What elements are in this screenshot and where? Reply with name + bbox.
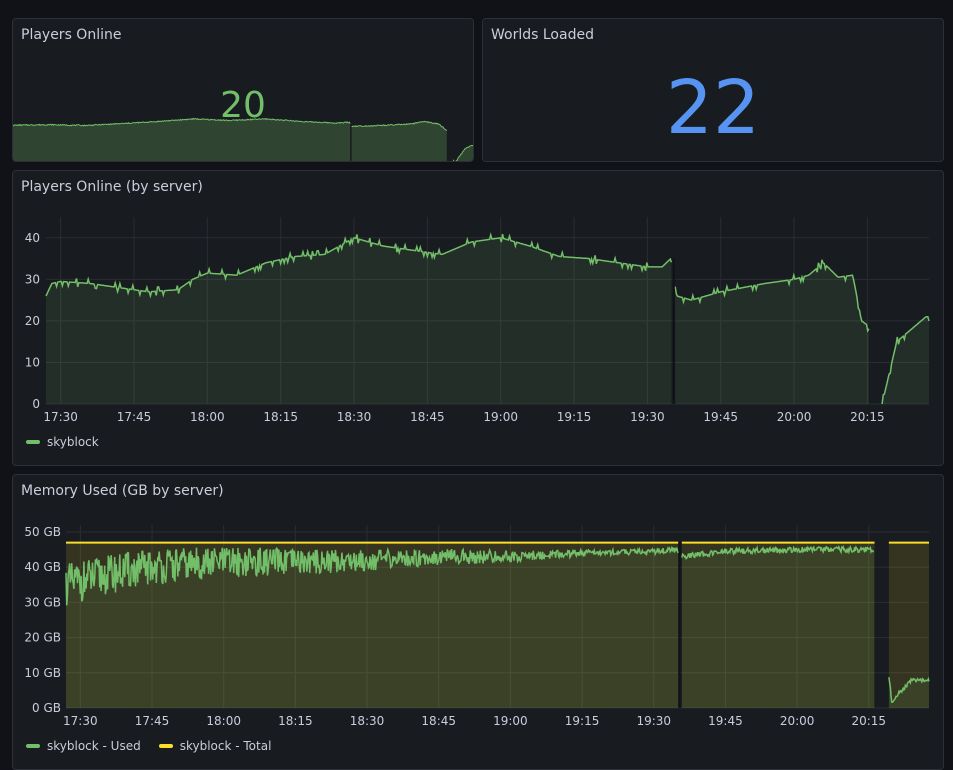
panel-title: Worlds Loaded (491, 27, 594, 43)
legend: skyblock - Used skyblock - Total (26, 739, 271, 753)
legend-item-total[interactable]: skyblock - Total (158, 739, 272, 753)
x-tick-label: 19:15 (565, 714, 600, 728)
x-tick-label: 19:00 (483, 410, 518, 424)
y-tick-label: 50 GB (24, 525, 61, 539)
x-tick-label: 20:15 (851, 714, 886, 728)
panel-title: Players Online (21, 27, 122, 43)
series-area-used (66, 547, 679, 708)
legend-swatch (158, 744, 173, 748)
panel-title: Players Online (by server) (21, 179, 203, 195)
series-area-used (681, 546, 874, 708)
series-line-used (65, 545, 679, 606)
sparkline-area (351, 121, 447, 161)
sparkline-area (453, 145, 473, 161)
y-tick-label: 40 (25, 231, 40, 245)
legend-swatch (26, 440, 40, 444)
players-by-server-panel[interactable]: Players Online (by server) 0 10 20 30 40 17:3… (12, 170, 944, 466)
x-tick-label: 18:15 (263, 410, 298, 424)
x-tick-label: 18:45 (421, 714, 456, 728)
series-line-skyblock (881, 315, 930, 405)
panel-title: Memory Used (GB by server) (21, 483, 224, 499)
x-tick-label: 19:45 (703, 410, 738, 424)
x-tick-label: 20:00 (777, 410, 812, 424)
y-tick-label: 20 (25, 314, 40, 328)
sparkline-line (452, 144, 473, 161)
legend-label: skyblock - Used (47, 739, 141, 753)
x-tick-label: 17:45 (135, 714, 170, 728)
series-area-used (888, 677, 929, 708)
x-tick-label: 18:00 (206, 714, 241, 728)
y-tick-label: 40 GB (24, 560, 61, 574)
x-tick-label: 18:15 (278, 714, 313, 728)
x-tick-label: 19:30 (630, 410, 665, 424)
series-area-skyblock (675, 259, 869, 404)
x-tick-label: 18:30 (350, 714, 385, 728)
x-tick-label: 19:15 (557, 410, 592, 424)
legend: skyblock (26, 435, 99, 449)
series-line-used (888, 676, 930, 703)
x-tick-label: 20:15 (850, 410, 885, 424)
worlds-loaded-value: 22 (665, 65, 761, 151)
x-tick-label: 18:00 (190, 410, 225, 424)
x-tick-label: 17:30 (43, 410, 78, 424)
y-tick-label: 30 GB (24, 595, 61, 609)
legend-swatch (26, 744, 40, 748)
y-tick-label: 0 (32, 397, 40, 411)
series-area-total (888, 542, 929, 708)
sparkline-line (351, 120, 448, 131)
y-tick-label: 10 (25, 355, 40, 369)
x-tick-label: 17:30 (63, 714, 98, 728)
legend-label: skyblock - Total (179, 739, 272, 753)
legend-item-skyblock[interactable]: skyblock (26, 435, 99, 449)
x-tick-label: 18:30 (337, 410, 372, 424)
x-tick-label: 19:30 (636, 714, 671, 728)
x-tick-label: 19:00 (493, 714, 528, 728)
series-line-used (681, 544, 874, 560)
sparkline-line (13, 117, 351, 127)
memory-used-chart[interactable]: 0 GB 10 GB 20 GB 30 GB 40 GB 50 GB 17:30 17:45 1… (13, 475, 944, 770)
worlds-loaded-panel[interactable]: Worlds Loaded 22 (482, 18, 944, 162)
x-tick-label: 19:45 (708, 714, 743, 728)
x-tick-label: 18:45 (410, 410, 445, 424)
players-by-server-chart[interactable]: 0 10 20 30 40 17:30 17:45 18:00 18:15 18:30 18:45 1… (13, 171, 944, 466)
y-tick-label: 20 GB (24, 631, 61, 645)
y-tick-label: 10 GB (24, 666, 61, 680)
series-area-total (681, 542, 875, 708)
players-online-value: 20 (220, 85, 266, 126)
x-tick-label: 17:45 (117, 410, 152, 424)
legend-label: skyblock (47, 435, 99, 449)
x-tick-label: 20:00 (780, 714, 815, 728)
series-area-skyblock (882, 316, 929, 404)
y-tick-label: 30 (25, 272, 40, 286)
players-online-panel[interactable]: Players Online 20 (12, 18, 474, 162)
series-line-skyblock (674, 259, 870, 333)
sparkline-area (13, 118, 351, 161)
series-area-skyblock (46, 234, 672, 404)
series-area-total (66, 542, 679, 708)
players-online-sparkline (13, 117, 473, 161)
y-tick-label: 0 GB (32, 701, 61, 715)
series-line-skyblock (45, 232, 673, 299)
legend-item-used[interactable]: skyblock - Used (26, 739, 141, 753)
memory-used-panel[interactable]: Memory Used (GB by server) 0 GB 10 GB 20 G… (12, 474, 944, 770)
